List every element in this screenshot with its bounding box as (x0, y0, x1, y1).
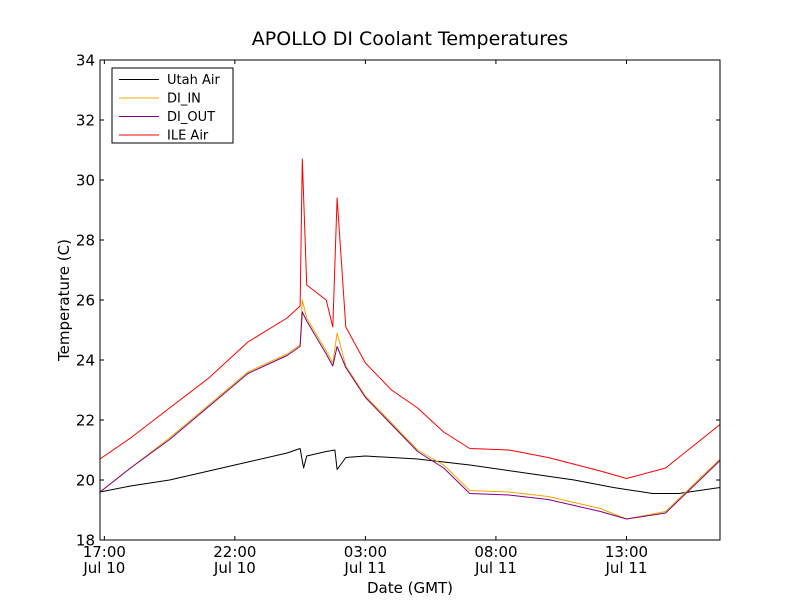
plot-frame (99, 59, 721, 541)
y-tick-label: 30 (76, 172, 95, 190)
y-tick-label: 20 (76, 472, 95, 490)
y-tick-label: 18 (76, 532, 95, 550)
series-line-1 (99, 448, 721, 494)
y-tick-label: 26 (76, 292, 95, 310)
x-tick-label-date: Jul 11 (343, 559, 386, 577)
series-line-3 (99, 311, 721, 520)
chart-title: APOLLO DI Coolant Temperatures (252, 28, 568, 50)
y-tick-label: 34 (76, 52, 95, 70)
y-axis-label: Temperature (C) (55, 239, 73, 362)
y-tick-label: 28 (76, 232, 95, 250)
legend-label: Utah Air (167, 73, 220, 88)
x-tick-label-date: Jul 10 (82, 559, 125, 577)
y-tick-label: 22 (76, 412, 95, 430)
legend-label: ILE Air (167, 129, 209, 144)
legend-label: DI_IN (167, 92, 201, 107)
x-tick-label-date: Jul 11 (474, 559, 517, 577)
legend-label: DI_OUT (167, 110, 215, 125)
series-line-2 (99, 299, 721, 520)
legend: Utah Air DI_IN DI_OUT ILE Air (111, 67, 234, 144)
x-tick-label-time: 03:00 (344, 543, 387, 561)
x-tick-label-time: 22:00 (213, 543, 256, 561)
x-tick-label-date: Jul 10 (213, 559, 256, 577)
y-tick-label: 32 (76, 112, 95, 130)
y-tick-label: 24 (76, 352, 95, 370)
x-axis-label: Date (GMT) (367, 579, 453, 597)
x-tick-label-time: 17:00 (83, 543, 126, 561)
legend-box (111, 67, 234, 144)
x-tick-label-time: 08:00 (474, 543, 517, 561)
series-layer (99, 158, 721, 520)
x-tick-label-time: 13:00 (605, 543, 648, 561)
x-tick-label-date: Jul 11 (604, 559, 647, 577)
series-line-4 (99, 158, 721, 479)
